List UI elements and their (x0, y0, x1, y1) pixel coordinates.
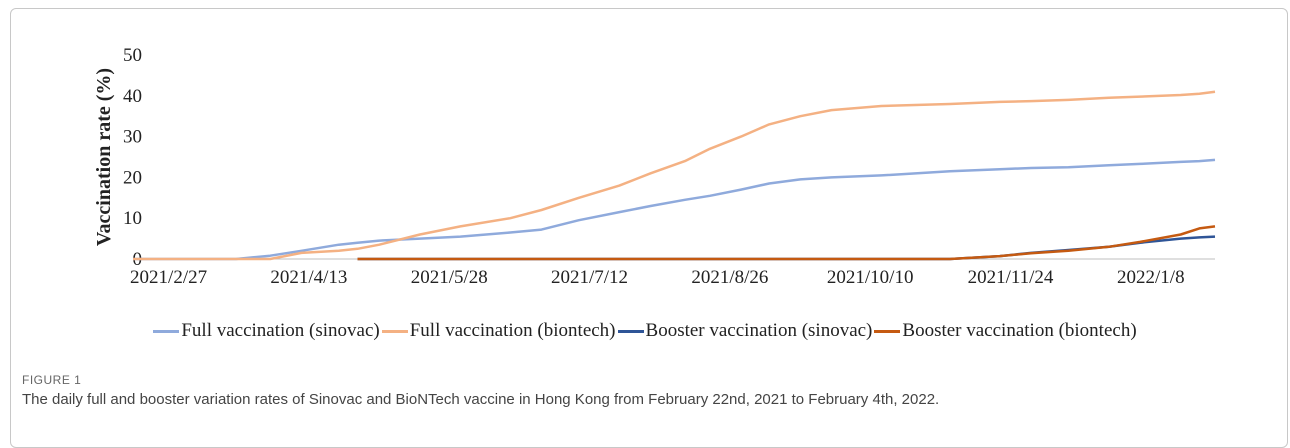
series-line (133, 90, 1216, 261)
x-tick-label: 2021/2/27 (130, 267, 207, 288)
legend-label: Full vaccination (biontech) (409, 320, 616, 341)
x-tick-label: 2021/8/26 (691, 267, 768, 288)
x-tick-label: 2021/11/24 (968, 267, 1054, 288)
chart: Vaccination rate (%) 010203040502021/2/2… (93, 45, 1216, 288)
legend-label: Full vaccination (sinovac) (181, 320, 380, 341)
page: {"chart_data": {"type": "line", "y_label… (0, 8, 1290, 448)
legend-swatch (617, 329, 644, 333)
x-tick-label: 2022/1/8 (1117, 267, 1185, 288)
legend-item: Full vaccination (sinovac) (153, 320, 380, 342)
legend-label: Booster vaccination (biontech) (902, 320, 1137, 341)
x-tick-label: 2021/7/12 (551, 267, 628, 288)
legend: Full vaccination (sinovac) Full vaccinati… (0, 320, 1290, 342)
legend-swatch (153, 329, 180, 333)
legend-label: Booster vaccination (sinovac) (645, 320, 873, 341)
y-axis-label: Vaccination rate (%) (93, 68, 115, 246)
series-line (357, 225, 1216, 261)
legend-item: Booster vaccination (sinovac) (617, 320, 873, 342)
x-tick-label: 2021/4/13 (270, 267, 347, 288)
caption: The daily full and booster variation rat… (22, 391, 940, 408)
legend-item: Full vaccination (biontech) (381, 320, 616, 342)
x-tick-label: 2021/10/10 (827, 267, 914, 288)
legend-item: Booster vaccination (biontech) (874, 320, 1137, 342)
x-tick-label: 2021/5/28 (411, 267, 488, 288)
legend-swatch (381, 329, 408, 333)
legend-swatch (874, 329, 901, 333)
series-line (133, 158, 1216, 261)
figure-label: FIGURE 1 (22, 373, 82, 387)
